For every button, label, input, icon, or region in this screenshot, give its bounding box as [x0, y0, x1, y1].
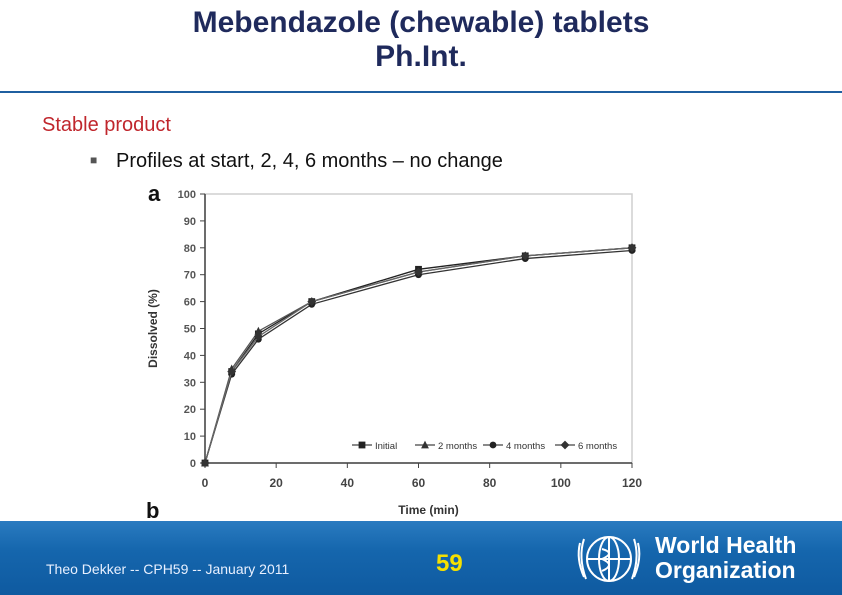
x-tick-label: 80 [483, 476, 497, 490]
section-heading: Stable product [42, 114, 171, 136]
y-tick-label: 70 [184, 270, 196, 282]
legend-marker [421, 440, 429, 449]
x-tick-label: 60 [412, 476, 426, 490]
legend-marker [489, 441, 497, 449]
footer-credit: Theo Dekker -- CPH59 -- January 2011 [46, 561, 290, 577]
series-6-months [200, 243, 637, 468]
x-tick-label: 20 [269, 476, 283, 490]
who-wordmark: World Health Organization [655, 533, 796, 583]
y-tick-label: 80 [184, 243, 196, 255]
data-point [253, 332, 263, 341]
x-tick-label: 120 [622, 476, 642, 490]
legend-label: 2 months [438, 441, 477, 452]
x-tick-label: 0 [202, 476, 209, 490]
data-point [200, 458, 210, 468]
x-tick-label: 40 [341, 476, 355, 490]
legend-marker [560, 440, 570, 450]
slide-title: Mebendazole (chewable) tablets Ph.Int. [0, 6, 842, 74]
bullet-item: ■ Profiles at start, 2, 4, 6 months – no … [90, 148, 503, 173]
who-wordmark-line-2: Organization [655, 557, 796, 583]
y-tick-label: 90 [184, 216, 196, 228]
y-tick-label: 0 [190, 458, 196, 470]
panel-label-a: a [148, 182, 161, 206]
title-divider [0, 91, 842, 93]
plot-frame [204, 193, 633, 464]
data-point [227, 367, 237, 376]
legend-label: 4 months [506, 441, 545, 452]
dissolution-chart: 0 10 20 30 40 50 60 70 80 90 100 0 20 40 60 80 100 120 Tim… [146, 182, 642, 522]
y-tick-label: 40 [184, 350, 196, 362]
legend-marker [358, 441, 366, 449]
x-axis-label: Time (min) [398, 503, 458, 517]
who-wordmark-line-1: World Health [655, 532, 797, 558]
square-bullet-icon: ■ [90, 153, 98, 167]
data-point [307, 297, 317, 306]
y-tick-label: 50 [184, 324, 196, 336]
data-point [414, 267, 423, 277]
data-point [627, 243, 637, 253]
legend-label: Initial [375, 441, 397, 452]
y-tick-label: 10 [184, 431, 196, 443]
slide-title-line-2: Ph.Int. [375, 40, 467, 73]
page-number: 59 [436, 550, 463, 577]
data-point [520, 251, 530, 261]
footer-bar: Theo Dekker -- CPH59 -- January 2011 59 … [0, 521, 842, 595]
slide-title-line-1: Mebendazole (chewable) tablets [192, 6, 650, 39]
y-tick-label: 30 [184, 377, 196, 389]
data-point [254, 326, 263, 335]
bullet-text: Profiles at start, 2, 4, 6 months – no c… [116, 150, 503, 172]
y-axis-label: Dissolved (%) [146, 289, 160, 368]
panel-label-b: b [146, 498, 159, 522]
x-tick-label: 100 [551, 476, 571, 490]
chart-legend: Initial 2 months 4 months 6 months [352, 440, 617, 452]
y-tick-label: 20 [184, 404, 196, 416]
who-emblem-icon [577, 536, 641, 582]
legend-label: 6 months [578, 441, 617, 452]
y-tick-label: 60 [184, 297, 196, 309]
y-tick-label: 100 [178, 189, 196, 201]
